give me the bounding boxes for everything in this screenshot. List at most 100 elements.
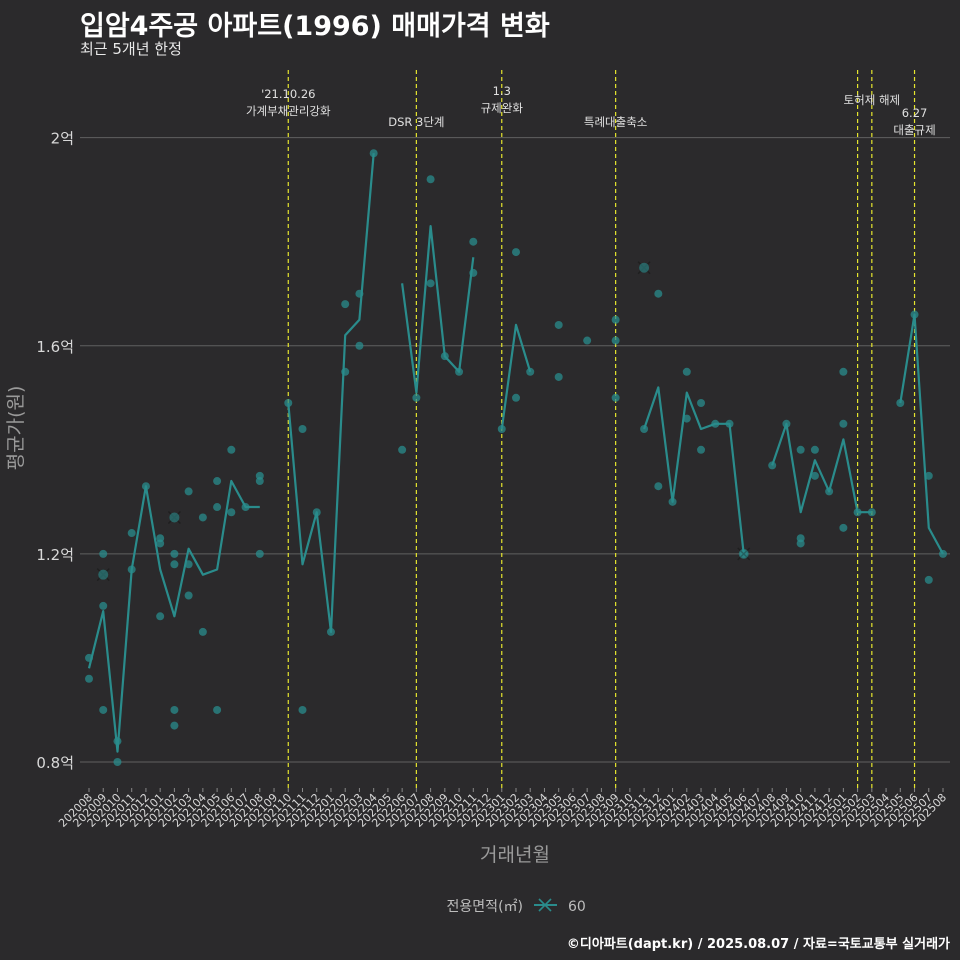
data-point-71: [782, 419, 791, 428]
x-marker-dot-3: [738, 548, 749, 559]
series-line-segment-0-4: [643, 386, 745, 555]
data-point-38: [355, 289, 364, 298]
x-marker-1: [167, 510, 181, 524]
y-tick-label-3: 2억: [51, 130, 74, 148]
data-point-54: [554, 372, 563, 381]
data-point-70: [768, 461, 777, 470]
data-point-14: [170, 560, 179, 569]
event-label-6-1: 대출규제: [893, 123, 935, 137]
data-point-24: [213, 705, 222, 714]
data-point-55: [583, 336, 592, 345]
data-point-23: [213, 503, 222, 512]
data-point-64: [682, 414, 691, 423]
data-point-9: [141, 482, 150, 491]
data-point-41: [398, 445, 407, 454]
data-point-47: [469, 237, 478, 246]
data-point-32: [298, 425, 307, 433]
data-point-75: [810, 445, 819, 454]
event-label-2-0: 1.3: [493, 84, 511, 98]
data-point-22: [213, 477, 222, 486]
data-point-44: [426, 279, 435, 288]
data-point-83: [896, 398, 905, 407]
chart-title: 입암4주공 아파트(1996) 매매가격 변화: [80, 11, 550, 42]
data-point-7: [127, 565, 136, 574]
data-point-66: [697, 445, 706, 454]
event-label-2-1: 규제완화: [481, 101, 524, 115]
data-point-27: [241, 503, 250, 512]
data-point-15: [170, 705, 179, 714]
data-point-61: [654, 482, 663, 491]
data-point-43: [426, 175, 435, 184]
chart-subtitle: 최근 5개년 한정: [80, 40, 182, 58]
event-label-6-0: 6.27: [902, 106, 928, 120]
series-line-segment-0-2: [401, 225, 475, 394]
data-point-76: [810, 471, 819, 480]
data-point-48: [469, 268, 478, 277]
event-label-5-0: 토허제 해제: [844, 93, 901, 107]
data-point-77: [825, 487, 834, 496]
data-point-80: [839, 523, 848, 532]
event-label-0-1: 가계부채관리강화: [246, 104, 331, 118]
data-point-3: [99, 601, 108, 610]
data-point-0: [85, 653, 93, 662]
data-point-20: [198, 513, 207, 522]
data-point-39: [355, 341, 364, 350]
series-lines: [87, 153, 944, 753]
data-point-6: [113, 757, 122, 766]
gridlines: [80, 137, 950, 763]
data-point-33: [298, 705, 307, 714]
data-point-79: [839, 419, 848, 428]
y-tick-label-2: 1.6억: [36, 338, 74, 356]
data-point-65: [697, 398, 706, 407]
x-marker-0: [96, 568, 110, 582]
data-point-40: [369, 149, 378, 158]
data-point-59: [640, 425, 649, 433]
data-point-49: [497, 425, 506, 433]
data-point-72: [796, 445, 805, 454]
y-tick-label-0: 0.8억: [36, 754, 74, 772]
data-point-53: [554, 320, 563, 329]
data-point-42: [412, 393, 421, 402]
series-line-segment-0-0: [87, 479, 260, 753]
data-point-35: [326, 627, 335, 636]
data-point-37: [341, 367, 350, 376]
data-point-62: [668, 497, 677, 506]
event-label-1-0: DSR 3단계: [388, 115, 444, 129]
series-line-segment-0-5: [771, 422, 872, 514]
data-point-4: [99, 705, 108, 714]
data-point-19: [184, 591, 193, 600]
data-point-81: [853, 508, 862, 517]
data-point-17: [184, 487, 193, 496]
data-point-67: [711, 419, 720, 428]
data-point-68: [725, 419, 734, 428]
data-point-16: [170, 721, 179, 730]
data-point-26: [227, 508, 236, 517]
data-point-86: [924, 575, 933, 584]
source-caption: ©디아파트(dapt.kr) / 2025.08.07 / 자료=국토교통부 실…: [566, 937, 950, 952]
series-line-segment-0-1: [287, 153, 375, 633]
data-point-74: [796, 539, 805, 548]
data-point-12: [156, 612, 165, 621]
data-point-56: [611, 315, 620, 324]
data-point-78: [839, 367, 848, 376]
data-point-5: [113, 737, 122, 746]
data-point-1: [85, 674, 93, 683]
x-marker-dot-1: [169, 512, 180, 523]
x-marker-dot-0: [98, 569, 109, 580]
y-axis-ticks: 0.8억 1.2억 1.6억 2억: [36, 130, 74, 772]
data-point-34: [312, 508, 321, 517]
data-point-2: [99, 549, 108, 558]
series-line-segment-0-3: [500, 323, 532, 430]
x-axis-title: 거래년월: [480, 844, 550, 866]
y-tick-label-1: 1.2억: [36, 546, 74, 564]
data-point-25: [227, 445, 236, 454]
event-label-3-0: 특례대출축소: [584, 115, 647, 129]
data-point-87: [939, 549, 947, 558]
data-point-8: [127, 529, 136, 538]
data-point-58: [611, 393, 620, 402]
x-marker-dot-2: [639, 262, 650, 273]
data-point-52: [526, 367, 535, 376]
x-axis-ticks: 2020082020092020102020112020122021012021…: [56, 788, 949, 830]
legend-entry-60: 60: [568, 899, 586, 915]
